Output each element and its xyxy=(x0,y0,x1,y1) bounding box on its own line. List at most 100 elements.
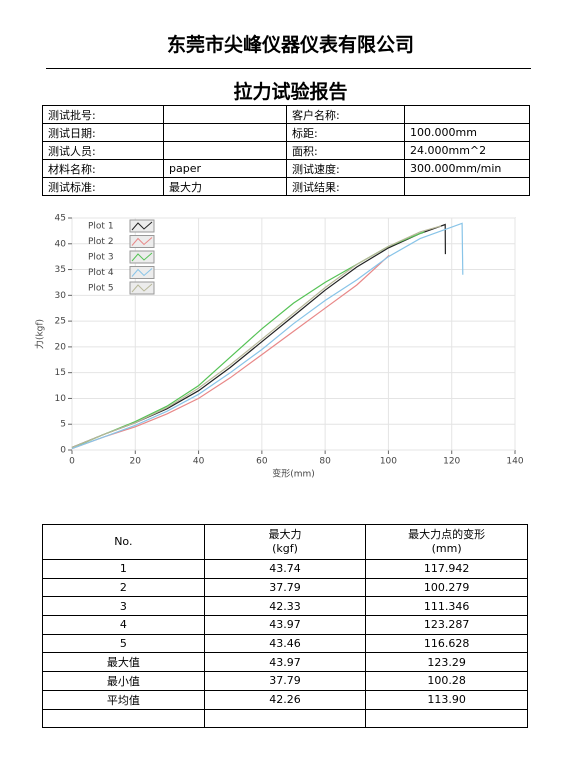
column-unit: (kgf) xyxy=(272,542,298,555)
info-table: 测试批号: 客户名称: 测试日期: 标距: 100.000mm 测试人员: 面积: 24.00… xyxy=(42,105,530,196)
info-cell: 面积: xyxy=(286,141,405,160)
legend-swatch xyxy=(129,266,155,279)
legend-swatch xyxy=(129,235,155,248)
legend-swatch xyxy=(129,250,155,264)
result-cell: 123.287 xyxy=(365,615,528,635)
info-cell xyxy=(163,123,287,142)
legend-line xyxy=(131,252,153,262)
info-cell: 测试标准: xyxy=(42,177,164,196)
series-line xyxy=(71,254,390,450)
result-cell: 43.97 xyxy=(203,615,367,635)
x-tick-label: 100 xyxy=(380,457,397,467)
result-cell: 117.942 xyxy=(365,559,528,579)
result-cell: 1 xyxy=(42,559,205,579)
info-cell: paper xyxy=(163,159,287,178)
report-title: 拉力试验报告 xyxy=(233,81,348,103)
info-cell xyxy=(163,105,287,124)
legend-label: Plot 5 xyxy=(88,284,114,294)
info-row: 测试标准: 最大力 测试结果: xyxy=(42,177,530,196)
info-cell: 测试人员: xyxy=(42,141,164,160)
header-cell: No. xyxy=(42,524,205,560)
x-tick-label: 20 xyxy=(130,457,142,467)
info-cell xyxy=(404,177,530,196)
y-tick-label: 25 xyxy=(55,317,66,327)
y-tick-label: 30 xyxy=(55,291,67,301)
legend-swatch xyxy=(129,219,155,233)
x-axis-label: 变形(mm) xyxy=(272,468,315,480)
column-unit: (mm) xyxy=(431,542,462,555)
info-cell: 测试速度: xyxy=(286,159,405,178)
y-tick-label: 40 xyxy=(55,239,67,249)
result-cell: 37.79 xyxy=(203,577,367,598)
info-cell: 测试结果: xyxy=(286,177,405,196)
result-cell: 4 xyxy=(42,615,205,635)
info-cell: 测试日期: xyxy=(42,123,164,142)
legend-line xyxy=(131,237,153,246)
info-cell xyxy=(404,105,530,124)
info-cell xyxy=(163,141,287,160)
info-row: 材料名称: paper 测试速度: 300.000mm/min xyxy=(42,159,530,178)
result-table: No. 最大力 (kgf) 最大力点的变形 (mm) 1 43.74 117.942 2 37.7… xyxy=(42,524,528,729)
empty-cell xyxy=(203,708,367,729)
result-row: 3 42.33 111.346 xyxy=(42,596,528,617)
x-tick-label: 140 xyxy=(506,457,523,467)
result-row: 最大值 43.97 123.29 xyxy=(42,652,528,673)
x-tick-label: 120 xyxy=(443,457,460,467)
column-name: 最大力 xyxy=(268,528,302,541)
column-name: No. xyxy=(114,535,133,548)
x-tick-label: 0 xyxy=(69,457,75,467)
x-tick-label: 40 xyxy=(193,457,205,467)
y-tick-label: 15 xyxy=(55,368,66,378)
info-cell: 100.000mm xyxy=(404,123,530,142)
result-cell: 2 xyxy=(42,577,205,598)
result-row: 5 43.46 116.628 xyxy=(42,633,528,654)
result-cell: 43.97 xyxy=(203,652,367,673)
company: 东莞市尖峰仪器仪表有限公司 xyxy=(166,34,414,56)
legend-label: Plot 1 xyxy=(88,222,114,232)
column-name: 最大力点的变形 xyxy=(408,528,486,541)
legend-swatch xyxy=(129,281,155,295)
result-cell: 最大值 xyxy=(42,652,205,673)
y-tick-label: 35 xyxy=(55,265,66,275)
chart: 0 20 40 60 80 100 120 140 0 5 10 15 20 25 30 35 40 45 变形(m… xyxy=(34,214,524,480)
result-cell: 最小值 xyxy=(42,671,205,691)
legend-label: Plot 3 xyxy=(88,253,114,263)
result-cell: 43.46 xyxy=(203,633,367,654)
result-cell: 37.79 xyxy=(203,671,367,691)
result-cell: 5 xyxy=(42,633,205,654)
header-cell: 最大力 (kgf) xyxy=(203,524,367,560)
rule xyxy=(46,68,531,69)
result-row: 平均值 42.26 113.90 xyxy=(42,689,528,710)
result-cell: 100.279 xyxy=(365,577,528,598)
series-line xyxy=(71,222,464,450)
y-tick-label: 5 xyxy=(60,420,66,430)
legend-line xyxy=(131,268,153,277)
result-row: 1 43.74 117.942 xyxy=(42,559,528,579)
result-row: 2 37.79 100.279 xyxy=(42,577,528,598)
result-row: 4 43.97 123.287 xyxy=(42,615,528,635)
y-tick-label: 10 xyxy=(55,394,67,404)
result-cell: 42.33 xyxy=(203,596,367,617)
x-tick-label: 60 xyxy=(256,457,268,467)
info-row: 测试日期: 标距: 100.000mm xyxy=(42,123,530,142)
x-tick-label: 80 xyxy=(319,457,331,467)
y-tick-label: 45 xyxy=(55,214,66,224)
result-cell: 平均值 xyxy=(42,689,205,710)
legend-label: Plot 4 xyxy=(88,268,114,278)
header-row: No. 最大力 (kgf) 最大力点的变形 (mm) xyxy=(42,524,528,560)
legend-label: Plot 2 xyxy=(88,237,114,247)
info-cell: 测试批号: xyxy=(42,105,164,124)
y-tick-label: 20 xyxy=(55,342,67,352)
info-cell: 300.000mm/min xyxy=(404,159,530,178)
empty-cell xyxy=(42,708,205,729)
legend-line xyxy=(131,283,153,293)
info-cell: 最大力 xyxy=(163,177,287,196)
result-row: 最小值 37.79 100.28 xyxy=(42,671,528,691)
result-cell: 123.29 xyxy=(365,652,528,673)
header-cell: 最大力点的变形 (mm) xyxy=(365,524,528,560)
info-row: 测试批号: 客户名称: xyxy=(42,105,530,124)
info-cell: 材料名称: xyxy=(42,159,164,178)
info-cell: 标距: xyxy=(286,123,405,142)
legend-line xyxy=(131,221,153,231)
info-cell: 24.000mm^2 xyxy=(404,141,530,160)
